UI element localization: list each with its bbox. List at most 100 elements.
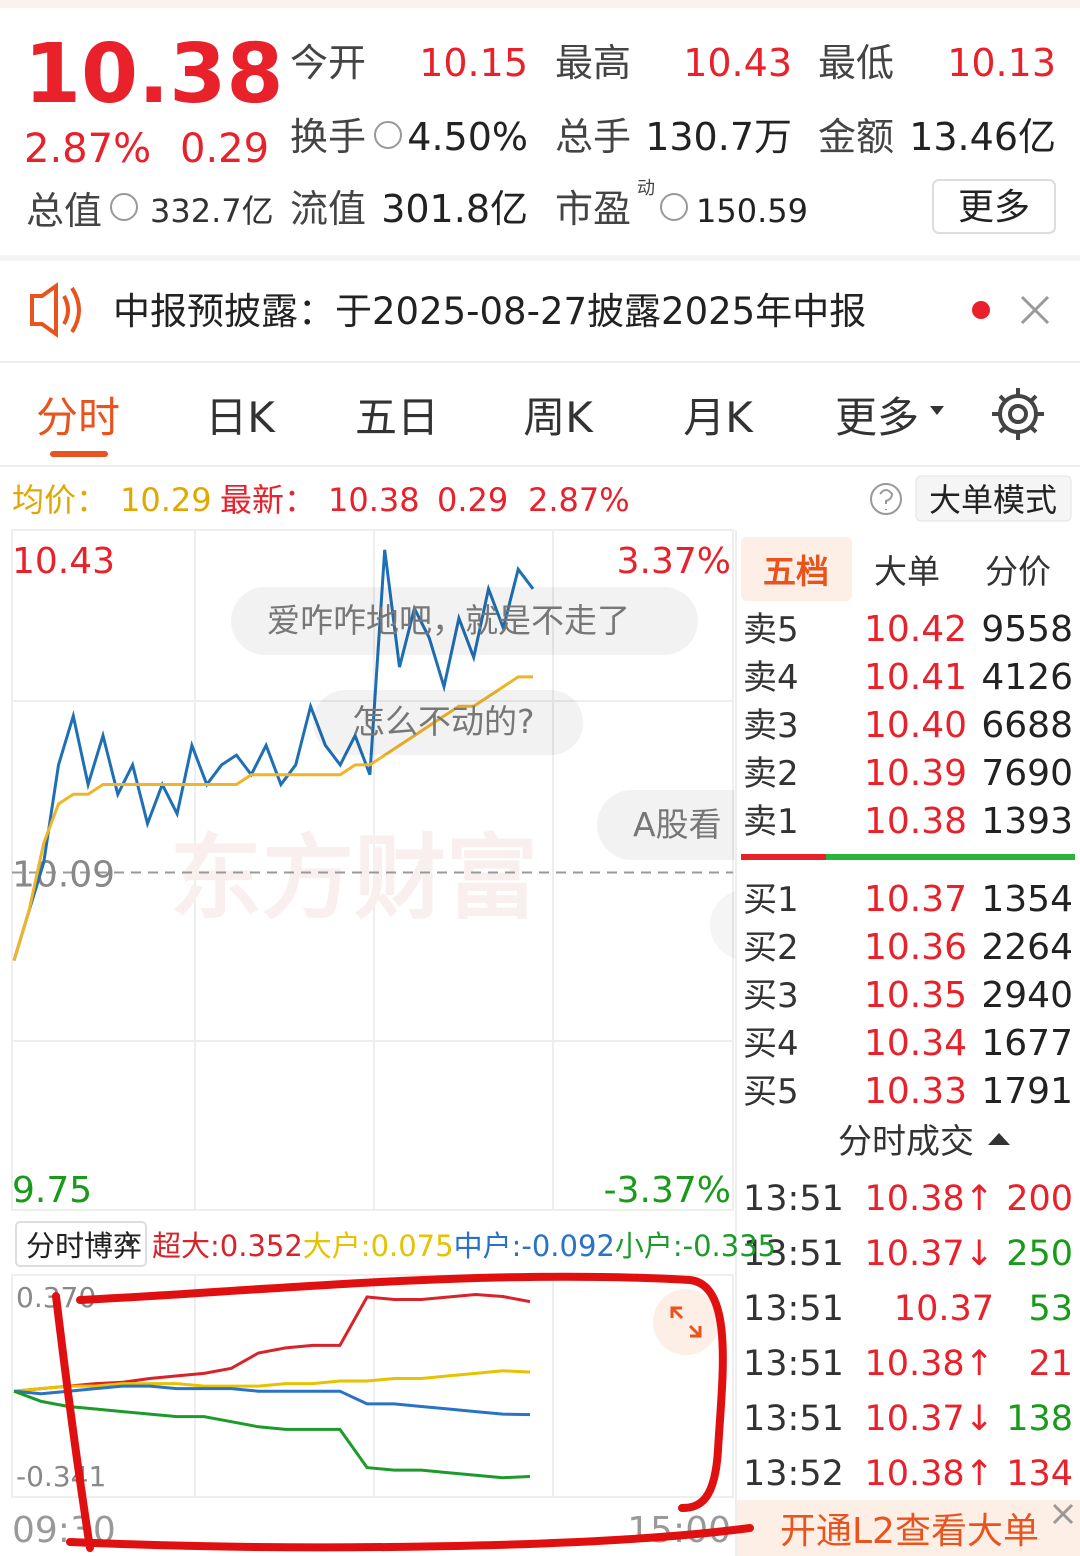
indicator-select[interactable] xyxy=(15,1221,147,1267)
speaker-icon xyxy=(30,282,81,338)
tab-underline xyxy=(50,451,108,457)
level-label: 卖4 xyxy=(743,658,799,698)
stat-label: 金额 xyxy=(818,115,894,159)
stat-label: 换手 xyxy=(290,115,366,159)
info-icon[interactable] xyxy=(110,193,138,221)
buy-ratio-bar xyxy=(826,854,1075,860)
trade-time: 13:51 xyxy=(743,1234,844,1274)
mode-button[interactable] xyxy=(915,475,1072,522)
trade-volume: 21 xyxy=(1028,1344,1073,1384)
level-label: 买4 xyxy=(743,1024,799,1064)
change: 0.29 xyxy=(180,126,269,172)
trade-volume: 53 xyxy=(1028,1289,1073,1329)
dropdown-arrow xyxy=(124,1240,136,1248)
order-tab-active xyxy=(741,537,852,601)
stat-value: 10.43 xyxy=(683,41,792,85)
tab[interactable]: 分时 xyxy=(36,393,120,442)
trades-title[interactable]: 分时成交 xyxy=(838,1122,974,1162)
close-icon[interactable] xyxy=(1052,1503,1074,1525)
divider xyxy=(0,465,1080,467)
order-tab[interactable]: 五档 xyxy=(763,552,829,591)
stat-value: 13.46亿 xyxy=(909,115,1056,159)
level-price: 10.37 xyxy=(864,879,967,920)
level-price: 10.34 xyxy=(864,1023,967,1064)
l2-banner[interactable] xyxy=(737,1500,1080,1556)
tabs: 分时 日K 五日 周K 月K 更多 xyxy=(36,393,919,442)
trade-price: 10.37 xyxy=(894,1289,994,1329)
more-button-label[interactable]: 更多 xyxy=(958,187,1030,228)
level-label: 卖3 xyxy=(743,706,799,746)
danmaku-bubble xyxy=(597,790,767,860)
y-tick-label: 10.09 xyxy=(12,855,115,896)
y-tick-label: 10.43 xyxy=(12,541,115,582)
level-price: 10.40 xyxy=(864,705,967,746)
level-label: 买3 xyxy=(743,976,799,1016)
trade-volume: 134 xyxy=(1006,1454,1073,1494)
tab[interactable]: 日K xyxy=(205,393,276,442)
tab[interactable]: 月K xyxy=(683,393,754,442)
help-icon[interactable] xyxy=(870,483,902,515)
last-label: 最新： xyxy=(220,481,316,519)
stat-value: 301.8亿 xyxy=(381,187,528,231)
legend-entry: 超大:0.352 xyxy=(152,1229,303,1263)
level-volume: 2264 xyxy=(981,927,1073,968)
level-price: 10.42 xyxy=(864,609,967,650)
tab[interactable]: 五日 xyxy=(355,393,439,442)
stat-label: 总手 xyxy=(555,115,631,159)
level-volume: 9558 xyxy=(981,609,1073,650)
stat-value: 10.15 xyxy=(419,41,528,85)
y-tick-label: -0.341 xyxy=(16,1460,106,1493)
trade-price: 10.37↓ xyxy=(864,1234,994,1274)
trade-volume: 200 xyxy=(1006,1179,1073,1219)
price-chart: 10.43 10.09 9.75 3.37% -3.37% xyxy=(12,541,733,1211)
trade-volume: 250 xyxy=(1006,1234,1073,1274)
avg-label: 均价： xyxy=(12,481,108,519)
level-volume: 6688 xyxy=(981,705,1073,746)
trade-volume: 138 xyxy=(1006,1399,1073,1439)
unread-dot xyxy=(972,301,990,319)
series-line xyxy=(12,675,533,961)
avg-value: 10.29 xyxy=(120,481,212,519)
expand-button[interactable] xyxy=(653,1289,719,1355)
info-icon[interactable] xyxy=(660,193,688,221)
stat-value: 332.7亿 xyxy=(150,192,274,230)
dropdown-arrow xyxy=(930,406,944,415)
series-line xyxy=(13,1389,531,1480)
legend-entry: 中户:-0.092 xyxy=(454,1229,615,1263)
level-volume: 2940 xyxy=(981,975,1073,1016)
legend-entry: 小户:-0.335 xyxy=(615,1229,776,1263)
order-panel xyxy=(735,530,1080,1500)
tab[interactable]: 周K xyxy=(523,393,594,442)
danmaku-text: 怎么不动的? xyxy=(352,702,535,741)
sort-arrow xyxy=(988,1133,1010,1145)
order-tab[interactable]: 分价 xyxy=(985,552,1051,591)
divider xyxy=(0,255,1080,261)
trade-price: 10.38↑ xyxy=(864,1344,994,1384)
settings-icon[interactable] xyxy=(992,388,1044,440)
tab[interactable]: 更多 xyxy=(835,393,919,442)
info-change: 0.29 xyxy=(437,481,508,519)
level-label: 买5 xyxy=(743,1072,799,1112)
order-tab[interactable]: 大单 xyxy=(874,552,940,591)
notice-text[interactable]: 中报预披露：于2025-08-27披露2025年中报 xyxy=(113,290,866,333)
more-button[interactable] xyxy=(932,179,1056,234)
close-icon[interactable] xyxy=(1020,295,1050,325)
trades: 13:51 10.38↑ 200 13:51 10.37↓ 250 13:51 10.37 53… xyxy=(743,1179,1073,1494)
level-price: 10.36 xyxy=(864,927,967,968)
l2-banner-text[interactable]: 开通L2查看大单 xyxy=(780,1511,1039,1552)
level-price: 10.39 xyxy=(864,753,967,794)
chart-frame xyxy=(11,529,734,1211)
level-label: 卖1 xyxy=(743,802,799,842)
stat-label: 流值 xyxy=(290,187,366,231)
y-tick-label: 9.75 xyxy=(12,1170,92,1211)
annotation-circle xyxy=(52,1272,754,1552)
info-icon[interactable] xyxy=(374,121,402,149)
indicator-name[interactable]: 分时博弈 xyxy=(26,1229,142,1263)
trade-time: 13:51 xyxy=(743,1399,844,1439)
level-volume: 1677 xyxy=(981,1023,1073,1064)
mode-button-label[interactable]: 大单模式 xyxy=(929,481,1057,519)
legend-entry: 大户:0.075 xyxy=(303,1229,454,1263)
